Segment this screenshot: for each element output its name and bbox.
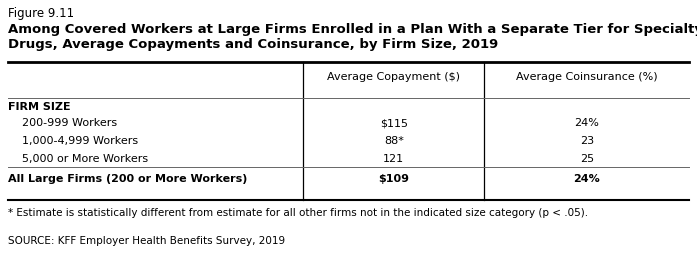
Text: All Large Firms (200 or More Workers): All Large Firms (200 or More Workers) [8,174,247,184]
Text: * Estimate is statistically different from estimate for all other firms not in t: * Estimate is statistically different fr… [8,208,588,218]
Text: FIRM SIZE: FIRM SIZE [8,102,70,112]
Text: 1,000-4,999 Workers: 1,000-4,999 Workers [22,136,138,146]
Text: 24%: 24% [574,118,599,128]
Text: Drugs, Average Copayments and Coinsurance, by Firm Size, 2019: Drugs, Average Copayments and Coinsuranc… [8,38,498,51]
Text: $115: $115 [380,118,408,128]
Text: Among Covered Workers at Large Firms Enrolled in a Plan With a Separate Tier for: Among Covered Workers at Large Firms Enr… [8,23,697,36]
Text: Average Copayment ($): Average Copayment ($) [328,72,460,82]
Text: 24%: 24% [574,174,600,184]
Text: Figure 9.11: Figure 9.11 [8,7,74,20]
Text: Average Coinsurance (%): Average Coinsurance (%) [516,72,657,82]
Text: 5,000 or More Workers: 5,000 or More Workers [22,154,148,164]
Text: 88*: 88* [384,136,404,146]
Text: 121: 121 [383,154,404,164]
Text: $109: $109 [378,174,409,184]
Text: SOURCE: KFF Employer Health Benefits Survey, 2019: SOURCE: KFF Employer Health Benefits Sur… [8,236,285,246]
Text: 200-999 Workers: 200-999 Workers [22,118,117,128]
Text: 23: 23 [580,136,594,146]
Text: 25: 25 [580,154,594,164]
